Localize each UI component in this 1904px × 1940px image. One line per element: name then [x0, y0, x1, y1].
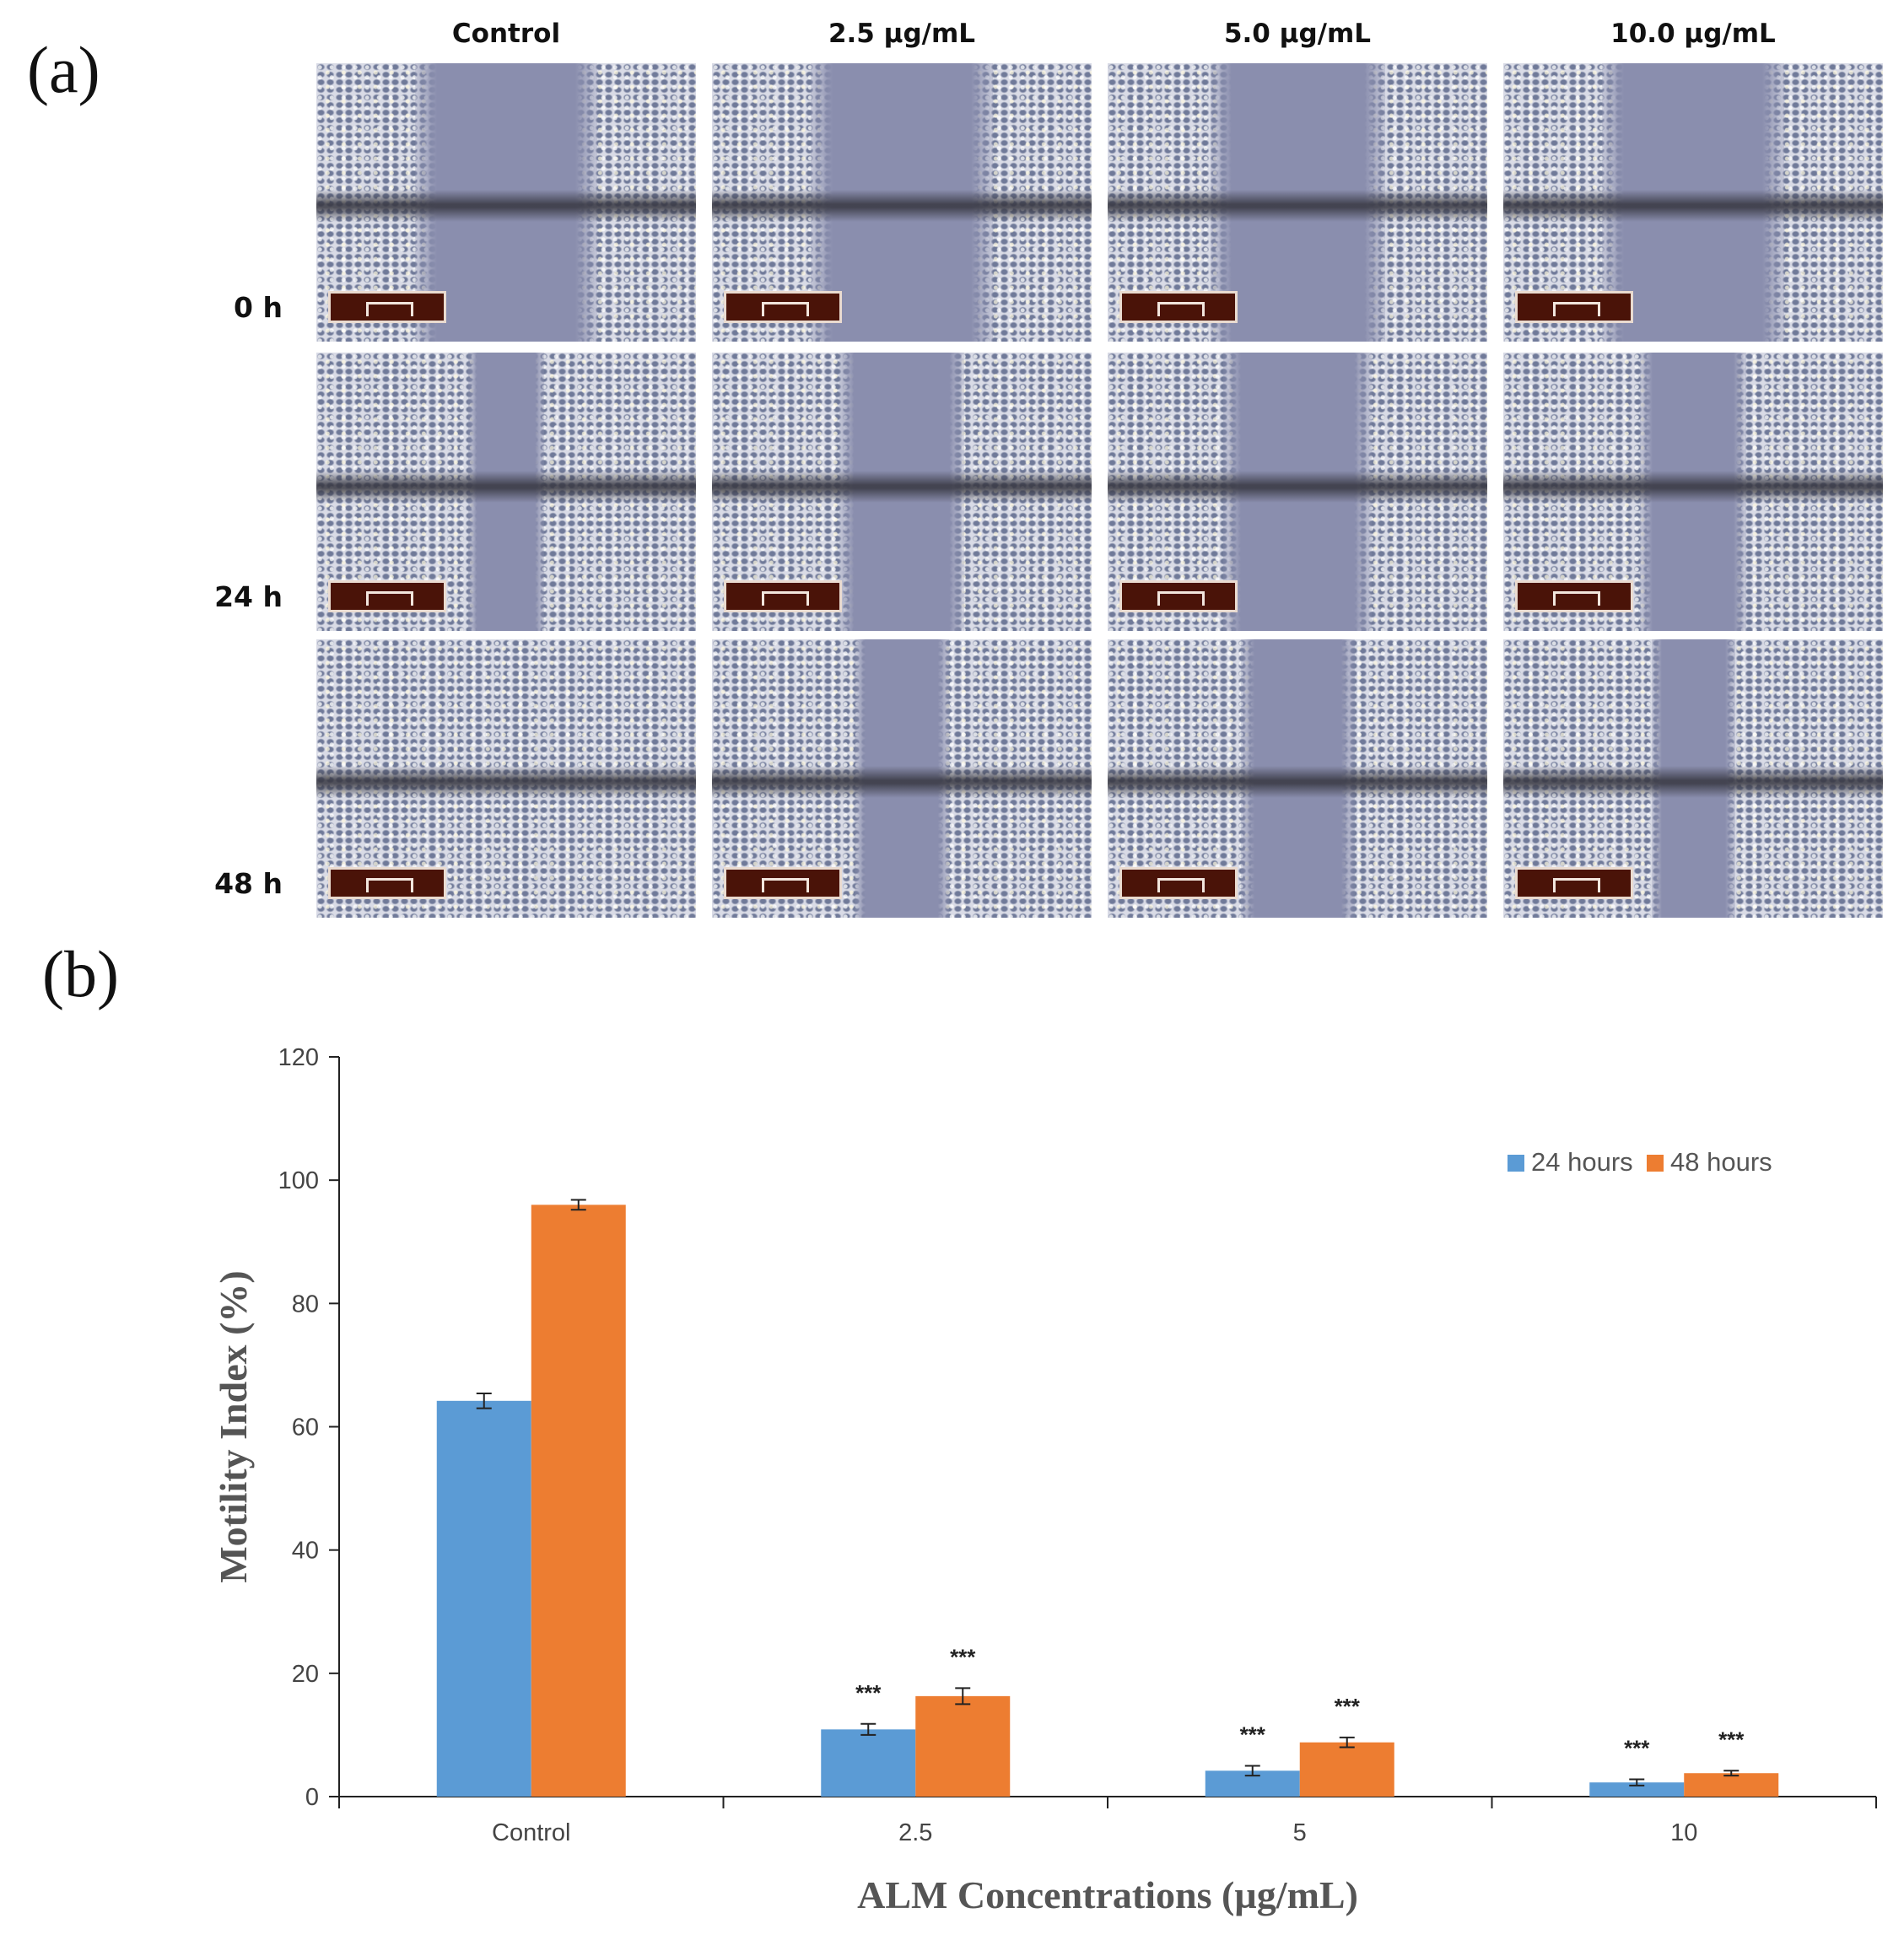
- micrograph-48-h-control: [316, 639, 696, 918]
- bar-48-hours-10: [1684, 1773, 1779, 1797]
- micrograph-0-h-control: [316, 63, 696, 342]
- micrograph-24-h-10-0-g-ml: [1503, 353, 1883, 631]
- micrograph-48-h-2-5-g-ml: [712, 639, 1092, 918]
- bar-48-hours-control: [531, 1204, 626, 1797]
- scale-bar: [1515, 867, 1633, 899]
- scale-bar: [1119, 580, 1238, 612]
- y-tick-label: 100: [278, 1167, 319, 1194]
- reference-line: [316, 766, 696, 798]
- reference-line: [1108, 766, 1487, 798]
- column-header-5-0-g-ml: 5.0 µg/mL: [1223, 19, 1372, 49]
- reference-line: [712, 766, 1092, 798]
- bar-48-hours-5: [1299, 1742, 1394, 1797]
- scale-bar: [328, 580, 446, 612]
- micrograph-24-h-2-5-g-ml: [712, 353, 1092, 631]
- scale-bar: [328, 291, 446, 323]
- reference-line: [316, 471, 696, 503]
- bar-24-hours-10: [1589, 1782, 1685, 1797]
- panel-a-letter: (a): [27, 33, 100, 106]
- legend-swatch-24-hours: [1508, 1155, 1524, 1172]
- panel-b-letter: (b): [42, 937, 119, 1010]
- scale-bar: [724, 291, 842, 323]
- y-tick-label: 60: [292, 1415, 319, 1442]
- reference-line: [1108, 471, 1487, 503]
- y-axis-title: Motility Index (%): [212, 1270, 255, 1583]
- y-tick-label: 0: [305, 1784, 319, 1811]
- significance-label: ***: [1624, 1736, 1650, 1761]
- significance-label: ***: [1335, 1694, 1361, 1719]
- y-tick-label: 20: [292, 1661, 319, 1688]
- micrograph-0-h-2-5-g-ml: [712, 63, 1092, 342]
- reference-line: [316, 190, 696, 222]
- micrograph-0-h-10-0-g-ml: [1503, 63, 1883, 342]
- scale-bar: [1515, 580, 1633, 612]
- x-axis-title: ALM Concentrations (µg/mL): [857, 1873, 1358, 1916]
- micrograph-0-h-5-0-g-ml: [1108, 63, 1487, 342]
- scale-bar: [724, 580, 842, 612]
- column-header-10-0-g-ml: 10.0 µg/mL: [1610, 19, 1776, 49]
- scale-bar: [1119, 867, 1238, 899]
- significance-label: ***: [855, 1680, 882, 1706]
- micrograph-24-h-control: [316, 353, 696, 631]
- legend-swatch-48-hours: [1647, 1155, 1664, 1172]
- reference-line: [712, 190, 1092, 222]
- bar-48-hours-2.5: [915, 1695, 1011, 1797]
- x-tick-label-10: 10: [1670, 1819, 1697, 1846]
- scale-bar: [1515, 291, 1633, 323]
- y-tick-label: 120: [278, 1044, 319, 1071]
- column-header-2-5-g-ml: 2.5 µg/mL: [828, 19, 976, 49]
- row-label-24-h: 24 h: [214, 580, 283, 613]
- micrograph-24-h-5-0-g-ml: [1108, 353, 1487, 631]
- row-label-0-h: 0 h: [234, 291, 283, 324]
- legend-label-24-hours: 24 hours: [1531, 1147, 1633, 1177]
- x-tick-label-control: Control: [492, 1819, 571, 1846]
- micrograph-48-h-10-0-g-ml: [1503, 639, 1883, 918]
- y-tick-label: 40: [292, 1538, 319, 1565]
- y-tick-label: 80: [292, 1291, 319, 1318]
- significance-label: ***: [1718, 1727, 1745, 1752]
- significance-label: ***: [950, 1644, 976, 1669]
- legend-label-48-hours: 48 hours: [1670, 1147, 1772, 1177]
- reference-line: [1503, 471, 1883, 503]
- scale-bar: [724, 867, 842, 899]
- scale-bar: [1119, 291, 1238, 323]
- reference-line: [1108, 190, 1487, 222]
- motility-bar-chart: 0 20 40 60 80 100 120 Control 2.5 *** *** 5 *** *** 10…: [212, 1044, 1877, 1916]
- row-label-48-h: 48 h: [214, 867, 283, 900]
- reference-line: [1503, 766, 1883, 798]
- x-tick-label-2.5: 2.5: [898, 1819, 932, 1846]
- significance-label: ***: [1240, 1722, 1266, 1747]
- column-header-control: Control: [451, 19, 561, 49]
- bar-24-hours-control: [436, 1400, 531, 1797]
- reference-line: [712, 471, 1092, 503]
- micrograph-48-h-5-0-g-ml: [1108, 639, 1487, 918]
- bar-24-hours-2.5: [821, 1729, 916, 1797]
- reference-line: [1503, 190, 1883, 222]
- x-tick-label-5: 5: [1293, 1819, 1307, 1846]
- scale-bar: [328, 867, 446, 899]
